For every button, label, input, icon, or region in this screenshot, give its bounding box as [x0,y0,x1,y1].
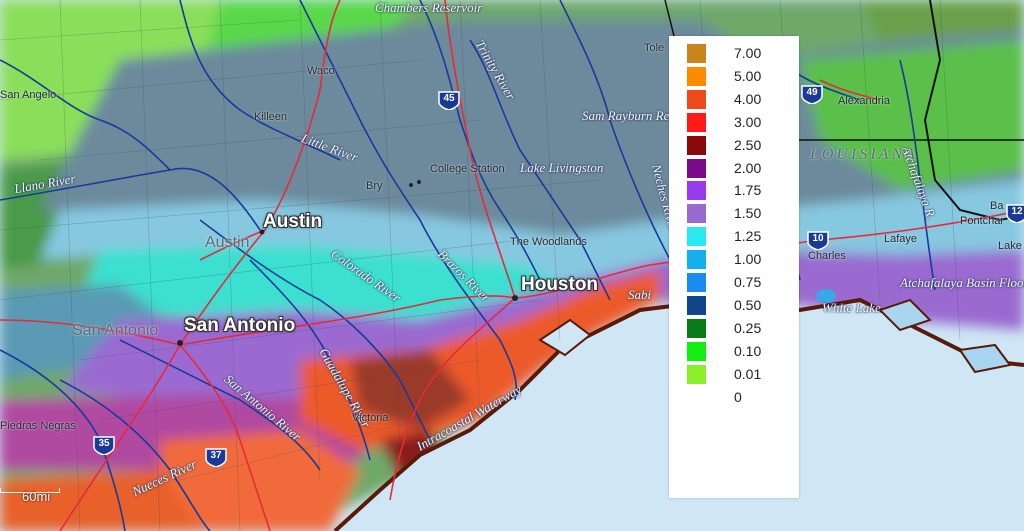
piedras-label: Piedras Negras [0,420,76,432]
toledo-label: Tole [644,42,665,54]
legend-label: 7.00 [734,45,762,61]
city-label-austin[interactable]: Austin [263,211,323,232]
pontchartrain-label: Pontchar [960,215,1005,227]
scale-bar: 60mi [0,483,70,504]
alexandria-label: Alexandria [838,95,890,107]
legend-item: 1.75 [685,179,795,202]
chambers-reservoir-label: Chambers Reservoir [375,0,483,15]
legend-item: 0.01 [685,363,795,386]
coastline [333,297,1024,531]
highway-shield-i12: 12 [1005,203,1024,224]
legend-item: 4.00 [685,88,795,111]
legend-label: 3.00 [734,113,762,130]
legend-label: 2.00 [734,159,762,176]
highway-shield-i10: 10 [806,230,830,251]
killeen-label: Killeen [254,111,288,123]
legend-swatch [687,158,706,178]
city-label-houston[interactable]: Houston [521,274,599,295]
austin-dot [259,229,265,235]
legend-label: 5.00 [734,67,762,84]
legend-item: 1.50 [685,202,795,225]
legend-item: 1.00 [685,248,795,271]
legend-label: 1.75 [734,182,762,199]
waco-label: Waco [307,65,335,77]
legend-swatch [687,181,706,201]
scale-bar-line [0,488,60,493]
legend-swatch [687,204,706,224]
precipitation-legend: 7.00 5.00 4.00 3.00 2.50 2.00 1.75 1.50 1.25 1.00… [669,36,799,498]
legend-swatch [687,273,706,292]
victoria-label: Victoria [352,412,389,424]
legend-swatch [687,388,706,407]
legend-label: 4.00 [734,90,762,107]
legend-swatch [687,135,706,155]
legend-swatch [687,112,706,132]
legend-label: 0 [734,388,742,405]
louisiana-label: LOUISIANA [810,146,918,163]
city-label-san-antonio[interactable]: San Antonio [184,315,296,336]
legend-swatch [687,318,706,338]
lafayette-label: Lafaye [884,233,918,245]
white-lake-label: White Lake [822,300,881,315]
state-border-la-ms [923,0,1024,222]
legend-label: 0.25 [734,319,762,336]
houston-dot [512,295,518,301]
legend-swatch [687,341,706,361]
legend-label: 0.10 [734,342,762,359]
legend-label: 0.50 [734,296,762,313]
highway-shield-i45: 45 [437,90,461,111]
legend-item: 7.00 [685,42,795,65]
bryan-dot [409,183,413,187]
legend-label: 0.75 [734,274,762,290]
rivers [0,0,936,531]
legend-item: 2.00 [685,157,795,180]
san-antonio-faint-label: San Antonio [72,322,159,339]
legend-swatch [687,66,706,86]
legend-swatch [687,227,706,247]
highway-shield-i37: 37 [204,447,228,468]
legend-label: 1.00 [734,251,762,268]
lake-charles-label: Charles [808,250,846,262]
legend-label: 1.50 [734,205,762,222]
legend-label: 0.01 [734,365,762,382]
legend-item: 3.00 [685,111,795,134]
lake-small-label: Lake [998,240,1022,252]
sabine-label: Sabi [628,287,652,302]
austin-faint-label: Austin [205,234,250,251]
legend-item: 0.10 [685,340,795,363]
highway-shield-i49: 49 [800,84,824,105]
legend-item: 2.50 [685,134,795,157]
legend-item: 5.00 [685,65,795,88]
legend-swatch [687,89,706,109]
lake-livingston-label: Lake Livingston [520,160,604,175]
woodlands-label: The Woodlands [510,236,587,248]
legend-item: 0.75 [685,271,795,294]
legend-swatch [687,44,706,63]
legend-item: 0.25 [685,317,795,340]
scale-bar-label: 60mi [22,489,51,504]
legend-swatch [687,295,706,315]
bryan-label: Bry [366,180,383,192]
highway-shield-i35: 35 [92,435,116,456]
legend-item: 0.50 [685,294,795,317]
legend-item: 1.25 [685,225,795,248]
legend-label: 2.50 [734,136,762,153]
san-angelo-label: San Angelo [0,89,57,101]
san-antonio-dot [177,340,183,346]
baton-label: Ba [990,200,1004,212]
legend-item: 0 [685,386,795,409]
legend-label: 1.25 [734,228,762,245]
atchafalaya-basin-label: Atchafalaya Basin Floodway [900,275,1024,290]
legend-swatch [687,250,706,270]
legend-swatch [687,364,706,384]
college-station-dot [417,180,421,184]
college-station-label: College Station [430,163,505,175]
